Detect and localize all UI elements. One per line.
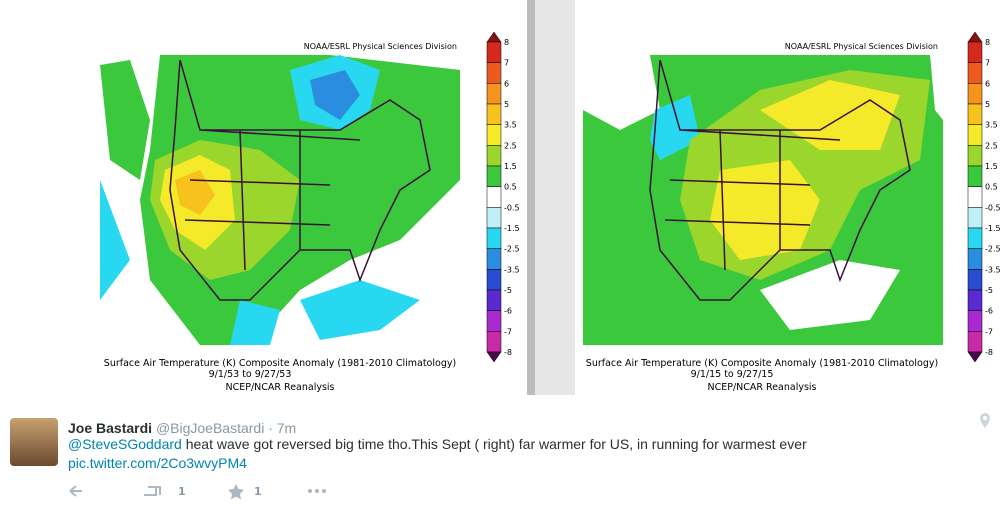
avatar[interactable] xyxy=(10,418,58,466)
colorbar-segment xyxy=(967,227,983,249)
map-right xyxy=(583,55,943,345)
credit: NOAA/ESRL Physical Sciences Division xyxy=(785,42,938,51)
colorbar-segment xyxy=(486,186,502,208)
actions: 1 1 xyxy=(69,484,326,500)
colorbar-segment xyxy=(967,310,983,332)
retweet-count: 1 xyxy=(178,485,186,498)
colorbar-label: -7 xyxy=(504,327,512,336)
colorbar-label: -6 xyxy=(504,307,512,316)
colorbar-label: 1.5 xyxy=(504,162,517,171)
credit: NOAA/ESRL Physical Sciences Division xyxy=(304,42,457,51)
colorbar-label: -0.5 xyxy=(504,203,520,212)
colorbar-segment xyxy=(967,248,983,270)
colorbar-label: -5 xyxy=(504,286,512,295)
colorbar-segment xyxy=(486,41,502,63)
colorbar-segment xyxy=(967,331,983,353)
colorbar-segment xyxy=(486,145,502,167)
colorbar-segment xyxy=(967,103,983,125)
more-icon[interactable] xyxy=(308,489,326,493)
caption: Surface Air Temperature (K) Composite An… xyxy=(586,358,938,369)
colorbar-label: 8 xyxy=(985,38,990,47)
colorbar-segment xyxy=(486,227,502,249)
colorbar-label: -3.5 xyxy=(504,265,520,274)
favorite-count: 1 xyxy=(254,485,262,498)
timestamp[interactable]: · 7m xyxy=(268,420,297,436)
colorbar-label: -8 xyxy=(985,348,993,357)
colorbar-label: 3.5 xyxy=(985,121,998,130)
colorbar-label: 2.5 xyxy=(504,141,517,150)
colorbar-segment xyxy=(967,165,983,187)
dates: 9/1/15 to 9/27/15 xyxy=(691,369,774,380)
colorbar-segment xyxy=(967,41,983,63)
colorbar-label: -8 xyxy=(504,348,512,357)
colorbar-label: 7 xyxy=(504,59,509,68)
colorbar-label: 6 xyxy=(504,79,509,88)
author-handle[interactable]: @BigJoeBastardi xyxy=(155,420,265,436)
map-left xyxy=(100,55,460,345)
colorbar-segment xyxy=(486,248,502,270)
colorbar-segment xyxy=(967,83,983,105)
colorbar-label: 7 xyxy=(985,59,990,68)
colorbar-label: -0.5 xyxy=(985,203,1001,212)
colorbar-segment xyxy=(486,331,502,353)
colorbar-segment xyxy=(486,124,502,146)
caption: Surface Air Temperature (K) Composite An… xyxy=(104,358,456,369)
colorbar-label: 0.5 xyxy=(985,183,998,192)
colorbar-label: 2.5 xyxy=(985,141,998,150)
colorbar-segment xyxy=(967,62,983,84)
colorbar-label: -2.5 xyxy=(985,245,1001,254)
dates: 9/1/53 to 9/27/53 xyxy=(209,369,292,380)
colorbar-segment xyxy=(486,269,502,291)
colorbar-segment xyxy=(967,124,983,146)
author-name[interactable]: Joe Bastardi xyxy=(68,420,153,436)
map-images: NOAA/ESRL Physical Sciences Division Surf… xyxy=(100,0,1001,395)
source: NCEP/NCAR Reanalysis xyxy=(707,382,816,393)
colorbar-label: 0.5 xyxy=(504,183,517,192)
colorbar-segment xyxy=(967,289,983,311)
colorbar-label: 5 xyxy=(985,100,990,109)
tweet-link[interactable]: pic.twitter.com/2Co3wvyPM4 xyxy=(68,455,247,471)
colorbar-label: 8 xyxy=(504,38,509,47)
colorbar-segment xyxy=(486,62,502,84)
colorbar-segment xyxy=(486,289,502,311)
colorbar-segment xyxy=(486,103,502,125)
colorbar-label: 3.5 xyxy=(504,121,517,130)
colorbar-label: -6 xyxy=(985,307,993,316)
colorbar-label: -1.5 xyxy=(985,224,1001,233)
colorbar-arrow xyxy=(967,351,983,363)
colorbar-label: 1.5 xyxy=(985,162,998,171)
source: NCEP/NCAR Reanalysis xyxy=(225,382,334,393)
favorite-icon[interactable] xyxy=(228,484,244,500)
divider-shadow xyxy=(527,0,535,395)
colorbar-segment xyxy=(967,207,983,229)
colorbar-segment xyxy=(486,83,502,105)
colorbar-segment xyxy=(486,207,502,229)
retweet-icon[interactable] xyxy=(144,486,161,496)
colorbar-segment xyxy=(486,310,502,332)
location-icon[interactable] xyxy=(978,412,992,430)
colorbar-label: -3.5 xyxy=(985,265,1001,274)
colorbar-arrow xyxy=(486,31,502,43)
colorbar-label: 5 xyxy=(504,100,509,109)
colorbar-segment xyxy=(967,269,983,291)
colorbar-label: -7 xyxy=(985,327,993,336)
tweet-text: heat wave got reversed big time tho.This… xyxy=(181,436,807,452)
colorbar-label: 6 xyxy=(985,79,990,88)
mention[interactable]: @SteveSGoddard xyxy=(68,436,182,452)
colorbar-segment xyxy=(967,186,983,208)
colorbar-label: -2.5 xyxy=(504,245,520,254)
colorbar-arrow xyxy=(486,351,502,363)
colorbar-label: -5 xyxy=(985,286,993,295)
reply-icon[interactable] xyxy=(69,485,82,497)
colorbar-label: -1.5 xyxy=(504,224,520,233)
colorbar-segment xyxy=(967,145,983,167)
colorbar-arrow xyxy=(967,31,983,43)
colorbar-segment xyxy=(486,165,502,187)
